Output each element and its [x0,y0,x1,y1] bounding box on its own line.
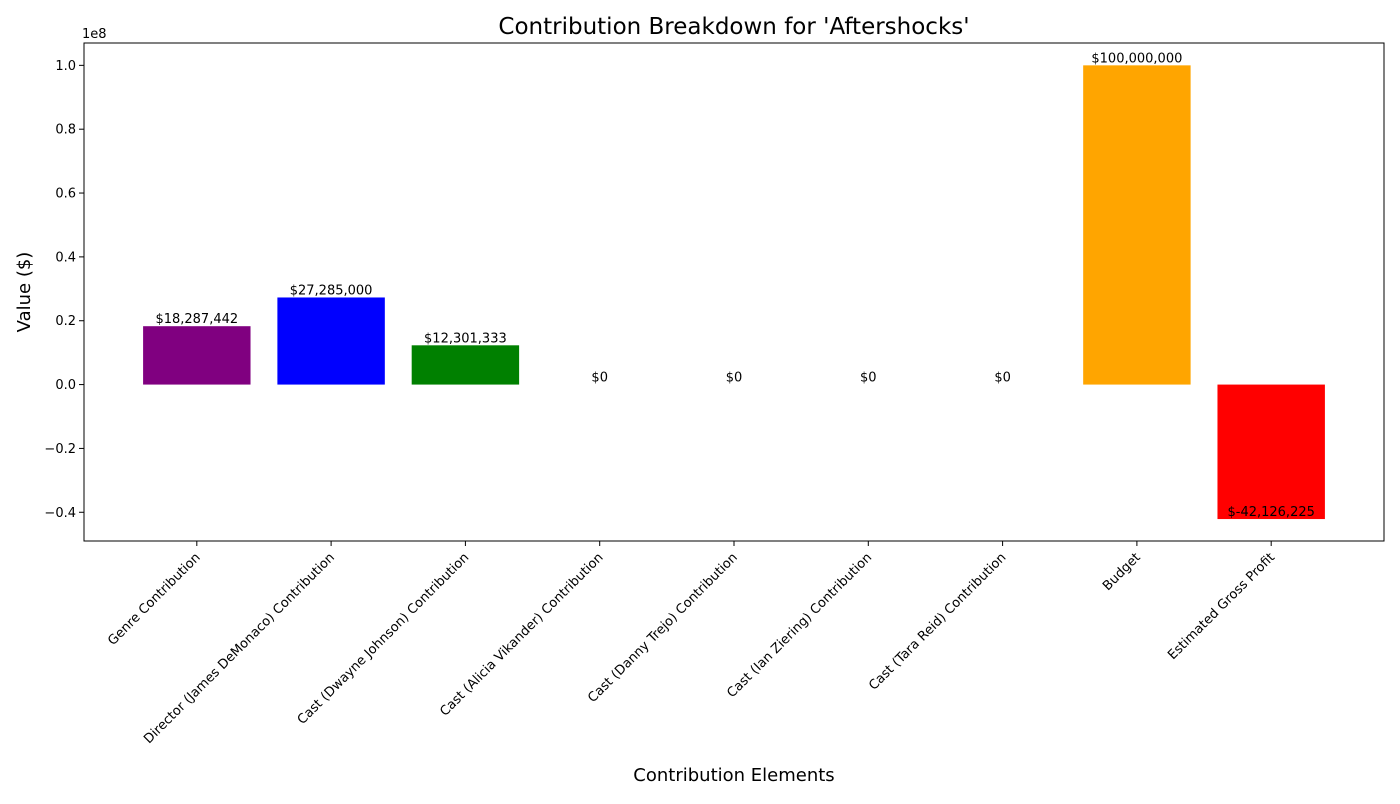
y-tick-label: 0.8 [55,123,76,138]
bar-value-label: $0 [726,371,743,386]
x-tick-label: Estimated Gross Profit [1165,550,1278,663]
bar-value-label: $0 [860,371,877,386]
bar-value-label: $18,287,442 [155,312,238,327]
y-tick-label: −0.2 [44,442,76,457]
y-axis-label: Value ($) [14,252,35,333]
y-tick-label: 0.0 [55,378,76,393]
y-axis-offset-label: 1e8 [82,27,107,42]
bar-value-label: $0 [994,371,1011,386]
x-tick-label: Cast (Alicia Vikander) Contribution [437,550,606,719]
bar-2 [412,345,519,384]
bar-8 [1217,385,1324,519]
bar-value-label: $-42,126,225 [1227,505,1314,520]
bar-value-label: $0 [591,371,608,386]
x-axis-label: Contribution Elements [633,765,834,786]
chart-title: Contribution Breakdown for 'Aftershocks' [498,14,969,40]
bar-1 [277,297,384,384]
bar-0 [143,326,250,384]
x-tick-label: Genre Contribution [105,550,203,648]
y-tick-label: 0.4 [55,250,76,265]
bar-value-label: $100,000,000 [1091,51,1182,66]
bar-7 [1083,65,1190,384]
bar-value-label: $12,301,333 [424,331,507,346]
y-tick-label: −0.4 [44,506,76,521]
x-tick-label: Budget [1100,550,1144,594]
y-ticks: 1.0 0.8 0.6 0.4 0.2 0.0 −0.2 −0.4 [44,59,84,521]
y-tick-label: 0.6 [55,187,76,202]
y-tick-label: 1.0 [55,59,76,74]
x-tick-label: Cast (Tara Reid) Contribution [866,550,1009,693]
x-tick-label: Cast (Ian Ziering) Contribution [724,550,875,701]
bar-value-label: $27,285,000 [290,283,373,298]
x-tick-label: Cast (Danny Trejo) Contribution [585,550,741,706]
y-tick-label: 0.2 [55,314,76,329]
